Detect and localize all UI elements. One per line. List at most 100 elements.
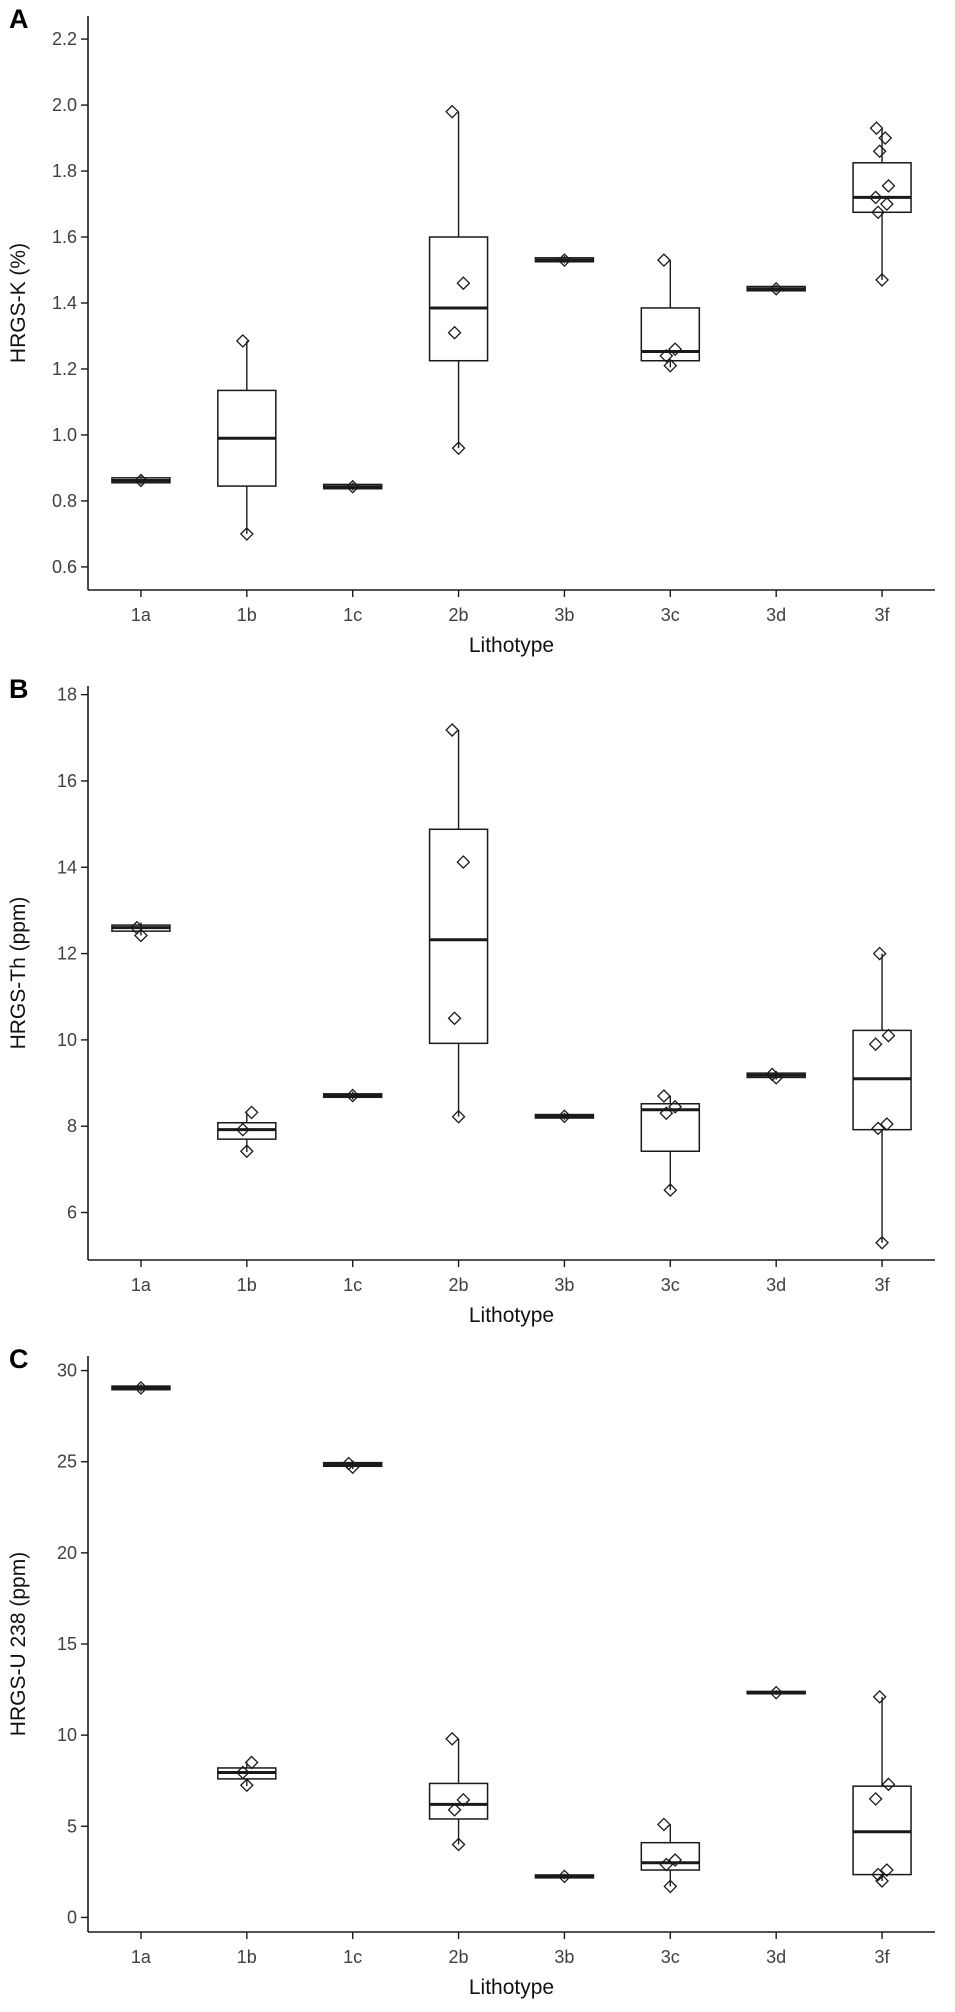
- data-point-diamond: [447, 1802, 462, 1817]
- data-point-diamond: [456, 1792, 471, 1807]
- x-tick-label: 3c: [661, 1275, 680, 1295]
- x-axis-title: Lithotype: [469, 1976, 554, 1999]
- y-tick-label: 10: [57, 1725, 77, 1745]
- data-point-diamond: [769, 281, 784, 296]
- y-tick-label: 12: [57, 944, 77, 964]
- y-tick-label: 1.0: [52, 425, 77, 445]
- x-tick-label: 1b: [237, 605, 257, 625]
- x-tick-label: 1a: [131, 1947, 152, 1967]
- panel-b-letter: B: [9, 674, 29, 704]
- data-point-diamond: [659, 348, 674, 363]
- data-point-diamond: [663, 358, 678, 373]
- y-tick-label: 2.0: [52, 95, 77, 115]
- x-axis-title: Lithotype: [469, 1304, 554, 1327]
- x-tick-label: 1b: [237, 1947, 257, 1967]
- data-point-diamond: [134, 473, 148, 488]
- data-point-diamond: [659, 1857, 674, 1872]
- y-tick-label: 30: [57, 1361, 77, 1381]
- y-axis-title: HRGS-Th (ppm): [7, 897, 30, 1050]
- data-point-diamond: [879, 1117, 894, 1131]
- data-point-diamond: [875, 1235, 889, 1250]
- data-point-diamond: [445, 1731, 460, 1746]
- x-tick-label: 3d: [766, 605, 786, 625]
- data-point-diamond: [872, 144, 887, 159]
- x-tick-label: 3f: [875, 1947, 891, 1967]
- y-tick-label: 6: [67, 1203, 77, 1223]
- x-tick-label: 2b: [449, 605, 469, 625]
- box-iqr: [640, 1841, 701, 1871]
- data-point-diamond: [875, 1874, 889, 1888]
- x-tick-label: 3b: [554, 1275, 574, 1295]
- y-tick-label: 14: [57, 857, 77, 877]
- panel-a: A 0.6 0.8 1.0 1.2 1.4 1.6 1.8 2.0 2.2 1a 1b 1c 2b 3b 3…: [0, 0, 955, 670]
- data-point-diamond: [451, 441, 466, 456]
- box-iqr: [428, 828, 489, 1045]
- x-axis-title: Lithotype: [469, 634, 554, 657]
- data-point-diamond: [769, 1685, 784, 1700]
- data-point-diamond: [668, 1099, 683, 1114]
- data-point-diamond: [239, 1144, 254, 1159]
- data-point-diamond: [663, 1879, 678, 1894]
- y-tick-label: 0.6: [52, 557, 77, 577]
- data-point-diamond: [868, 1792, 883, 1806]
- data-point-diamond: [656, 1089, 671, 1103]
- data-point-diamond: [656, 253, 671, 268]
- data-point-diamond: [130, 920, 144, 935]
- data-point-diamond: [557, 253, 572, 268]
- data-point-diamond: [134, 1380, 148, 1395]
- y-tick-label: 5: [67, 1816, 77, 1836]
- data-point-diamond: [235, 1765, 250, 1780]
- y-tick-label: 2.2: [52, 29, 77, 49]
- data-point-diamond: [345, 1460, 360, 1475]
- x-tick-label: 1a: [131, 1275, 152, 1295]
- data-point-diamond: [875, 272, 889, 287]
- data-point-diamond: [244, 1755, 259, 1770]
- y-axis-title: HRGS-K (%): [7, 243, 30, 363]
- box-iqr: [428, 236, 489, 362]
- data-point-diamond: [668, 342, 683, 357]
- data-point-diamond: [341, 1456, 356, 1471]
- x-tick-label: 3d: [766, 1275, 786, 1295]
- panel-c: C 0 5 10 15 20 25 30 1a 1b 1c 2b 3b 3c 3d 3f Lithotype H…: [0, 1340, 955, 2012]
- data-point-diamond: [239, 1778, 254, 1793]
- boxplot-hrgs-u238: 0 5 10 15 20 25 30 1a 1b 1c 2b 3b 3c 3d 3f Lithotype HRG…: [7, 1356, 935, 1999]
- x-tick-label: 3c: [661, 605, 680, 625]
- data-point-diamond: [868, 190, 883, 205]
- x-tick-label: 1c: [343, 1947, 362, 1967]
- data-point-diamond: [239, 527, 254, 541]
- box-iqr: [852, 162, 912, 214]
- x-tick-label: 1b: [237, 1275, 257, 1295]
- data-point-diamond: [869, 121, 884, 136]
- x-tick-label: 2b: [449, 1947, 469, 1967]
- y-tick-label: 0: [67, 1907, 77, 1927]
- data-point-diamond: [447, 325, 462, 340]
- data-point-diamond: [872, 1689, 887, 1704]
- y-tick-label: 1.4: [52, 293, 77, 313]
- x-tick-label: 3c: [661, 1947, 680, 1967]
- data-point-diamond: [879, 197, 894, 211]
- data-point-diamond: [244, 1105, 259, 1120]
- data-point-diamond: [445, 104, 460, 119]
- data-point-diamond: [872, 946, 887, 961]
- y-tick-label: 20: [57, 1543, 77, 1563]
- data-point-diamond: [451, 1109, 466, 1124]
- data-point-diamond: [659, 1106, 674, 1121]
- data-point-diamond: [557, 1869, 572, 1884]
- x-tick-label: 1a: [131, 605, 152, 625]
- data-point-diamond: [235, 1122, 250, 1137]
- data-point-diamond: [445, 723, 460, 737]
- y-tick-label: 8: [67, 1116, 77, 1136]
- data-point-diamond: [868, 1037, 883, 1052]
- data-point-diamond: [451, 1837, 466, 1852]
- data-point-diamond: [557, 1109, 572, 1124]
- panel-c-letter: C: [9, 1344, 29, 1374]
- data-point-diamond: [663, 1183, 678, 1198]
- y-tick-label: 1.2: [52, 359, 77, 379]
- x-tick-label: 3f: [875, 605, 891, 625]
- data-point-diamond: [879, 1863, 894, 1877]
- panel-b: B 6 8 10 12 14 16 18 1a 1b 1c 2b 3b 3c 3d 3f Lithotype H…: [0, 670, 955, 1340]
- data-point-diamond: [881, 1777, 896, 1792]
- y-axis-title: HRGS-U 238 (ppm): [7, 1552, 30, 1736]
- data-point-diamond: [456, 855, 471, 870]
- y-tick-label: 1.8: [52, 161, 77, 181]
